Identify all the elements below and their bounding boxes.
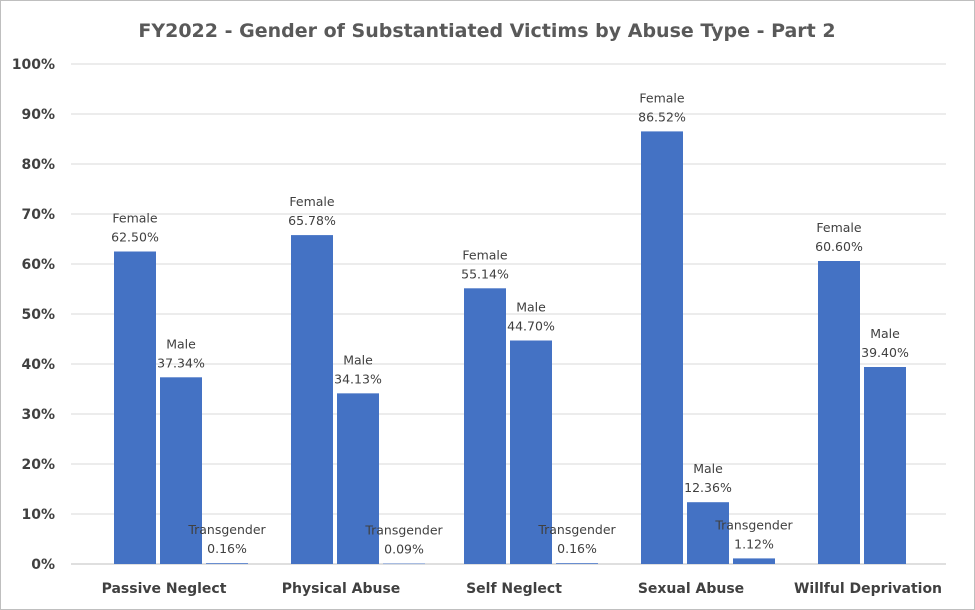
data-label-value: 60.60%: [815, 239, 863, 254]
chart-title: FY2022 - Gender of Substantiated Victims…: [138, 20, 835, 42]
data-label-series-name: Transgender: [364, 523, 443, 538]
bar-transgender: [556, 563, 598, 564]
data-label-value: 44.70%: [507, 319, 555, 334]
data-label-value: 34.13%: [334, 371, 382, 386]
data-label-series-name: Male: [870, 326, 900, 341]
data-label-value: 1.12%: [734, 536, 774, 551]
data-label-value: 55.14%: [461, 266, 509, 281]
data-label-series-name: Female: [462, 247, 508, 262]
data-label-series-name: Transgender: [187, 522, 266, 537]
y-tick-label: 60%: [21, 257, 55, 273]
data-labels: Female 62.50% Female 65.78% Female 55.14% Fema…: [111, 90, 909, 556]
bar-female: [641, 131, 683, 564]
data-label-series-name: Transgender: [714, 517, 793, 532]
data-label-series-name: Male: [166, 336, 196, 351]
data-label-series-name: Female: [112, 211, 158, 226]
data-label-series-name: Female: [289, 194, 335, 209]
data-label-value: 0.16%: [207, 541, 247, 556]
data-label-series-name: Female: [639, 90, 685, 105]
y-tick-label: 40%: [21, 357, 55, 373]
bar-female: [114, 251, 156, 564]
bar-female: [818, 261, 860, 564]
bar-transgender: [733, 558, 775, 564]
data-label-value: 86.52%: [638, 109, 686, 124]
bar-male: [864, 367, 906, 564]
y-tick-label: 90%: [21, 107, 55, 123]
bar-male: [510, 340, 552, 564]
x-tick-label: Sexual Abuse: [638, 581, 744, 597]
bar-transgender: [206, 563, 248, 564]
data-label-value: 62.50%: [111, 230, 159, 245]
bars: [114, 131, 906, 565]
data-label-value: 65.78%: [288, 213, 336, 228]
y-tick-label: 50%: [21, 307, 55, 323]
x-tick-label: Physical Abuse: [282, 581, 401, 597]
bar-female: [291, 235, 333, 564]
data-label-value: 37.34%: [157, 355, 205, 370]
y-tick-label: 20%: [21, 457, 55, 473]
data-label-value: 39.40%: [861, 345, 909, 360]
data-label-series-name: Male: [693, 461, 723, 476]
bar-male: [337, 393, 379, 564]
bar-female: [464, 288, 506, 564]
y-tick-label: 10%: [21, 507, 55, 523]
data-label-series-name: Male: [516, 300, 546, 315]
bar-transgender: [383, 563, 425, 565]
x-tick-label: Willful Deprivation: [794, 581, 942, 597]
y-tick-label: 80%: [21, 157, 55, 173]
data-label-series-name: Male: [343, 352, 373, 367]
data-label-series-name: Transgender: [537, 522, 616, 537]
bar-male: [160, 377, 202, 564]
data-label-series-name: Female: [816, 220, 862, 235]
data-label-value: 0.16%: [557, 541, 597, 556]
y-tick-label: 70%: [21, 207, 55, 223]
x-axis-ticks: Passive Neglect Physical Abuse Self Neglec…: [102, 581, 942, 597]
x-tick-label: Self Neglect: [466, 581, 562, 597]
y-tick-label: 30%: [21, 407, 55, 423]
data-label-value: 0.09%: [384, 542, 424, 557]
bar-male: [687, 502, 729, 564]
y-tick-label: 100%: [12, 57, 55, 73]
gridlines: [71, 63, 946, 565]
y-tick-label: 0%: [31, 557, 55, 573]
y-axis-ticks: 0% 10% 20% 30% 40% 50% 60% 70% 80% 90% 100%: [12, 57, 55, 573]
x-tick-label: Passive Neglect: [102, 581, 227, 597]
data-label-value: 12.36%: [684, 480, 732, 495]
